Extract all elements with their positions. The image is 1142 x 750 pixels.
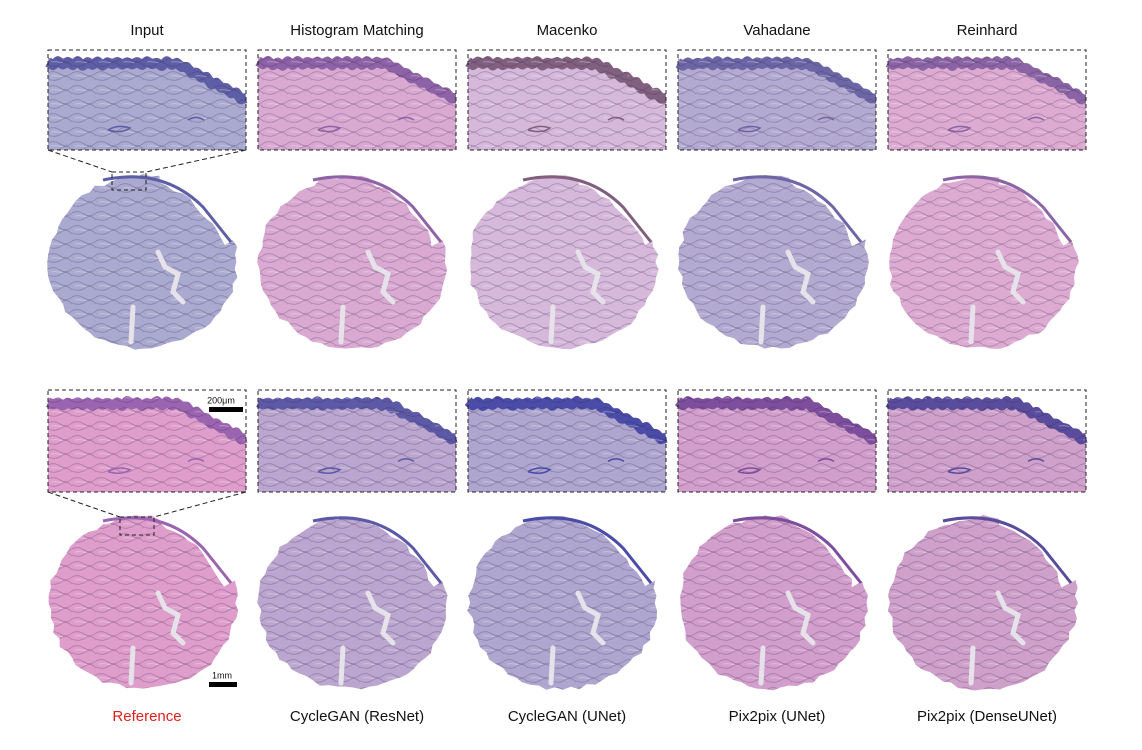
tissue-gap xyxy=(548,249,606,345)
inset-texture xyxy=(468,56,666,150)
inset-vessel xyxy=(317,458,415,474)
tissue-texture xyxy=(889,175,1079,349)
tissue-gap xyxy=(548,590,606,686)
inset-frame xyxy=(467,49,667,151)
tissue-gap xyxy=(758,249,816,345)
inset-texture xyxy=(888,56,1086,150)
tissue-texture xyxy=(680,515,868,691)
tissue-gap xyxy=(128,590,186,686)
inset-frame xyxy=(47,49,247,151)
tissue-gap xyxy=(968,590,1026,686)
inset-vessel xyxy=(737,116,835,133)
tissue-texture xyxy=(48,515,239,689)
panels: Input Histogram Matching Macenko Vahadane Re… xyxy=(45,22,1088,725)
inset-texture xyxy=(888,396,1086,492)
zoom-line xyxy=(145,149,247,173)
tissue-gap xyxy=(338,590,396,686)
inset-vessel xyxy=(527,458,625,474)
tissue-edge xyxy=(102,516,233,584)
inset-frame xyxy=(47,389,247,493)
inset-texture xyxy=(468,396,666,492)
tissue-edge xyxy=(732,516,863,584)
inset-vessel xyxy=(107,116,205,133)
inset-texture xyxy=(258,56,456,150)
scale-bar xyxy=(209,682,237,687)
panel-label: Pix2pix (UNet) xyxy=(729,708,826,725)
panel-label: Reference xyxy=(112,708,181,725)
tissue-gap xyxy=(758,590,816,686)
inset-frame xyxy=(257,389,457,493)
scale-bar xyxy=(209,407,243,412)
tissue-gap xyxy=(338,249,396,345)
tissue-edge xyxy=(942,516,1073,584)
tissue-edge xyxy=(312,516,443,584)
tissue-texture xyxy=(257,175,448,349)
inset-vessel xyxy=(947,458,1045,474)
scale-label: 1mm xyxy=(212,670,232,680)
zoom-line xyxy=(47,149,113,173)
tissue-gap xyxy=(128,249,186,345)
panel-label: Pix2pix (DenseUNet) xyxy=(917,708,1057,725)
scale-label: 200μm xyxy=(207,395,235,405)
panel-label: Input xyxy=(130,22,164,39)
inset-texture xyxy=(48,56,246,150)
tissue-edge xyxy=(522,516,653,584)
tissue-edge xyxy=(942,175,1073,243)
panel-label: Macenko xyxy=(537,22,598,39)
zoom-line xyxy=(153,491,247,518)
inset-frame xyxy=(257,49,457,151)
tissue-texture xyxy=(257,516,448,690)
panel-label: Vahadane xyxy=(743,22,810,39)
inset-texture xyxy=(678,56,876,150)
zoom-box xyxy=(111,171,147,191)
panel-label: CycleGAN (UNet) xyxy=(508,708,626,725)
inset-frame xyxy=(677,49,877,151)
inset-texture xyxy=(48,396,246,492)
inset-vessel xyxy=(947,116,1045,133)
tissue-texture xyxy=(470,175,659,350)
tissue-texture xyxy=(47,173,238,350)
inset-vessel xyxy=(107,458,205,474)
tissue-texture xyxy=(467,516,657,690)
inset-texture xyxy=(258,396,456,492)
tissue-edge xyxy=(522,175,653,243)
tissue-gap xyxy=(968,249,1026,345)
inset-frame xyxy=(677,389,877,493)
tissue-edge xyxy=(312,175,443,243)
inset-frame xyxy=(887,389,1087,493)
panel-label: Reinhard xyxy=(957,22,1018,39)
inset-vessel xyxy=(737,458,835,474)
panel-label: CycleGAN (ResNet) xyxy=(290,708,424,725)
inset-vessel xyxy=(527,116,625,133)
tissue-texture xyxy=(678,175,869,349)
tissue-edge xyxy=(102,175,233,243)
inset-vessel xyxy=(317,116,415,133)
inset-frame xyxy=(887,49,1087,151)
panel-label: Histogram Matching xyxy=(290,22,423,39)
inset-frame xyxy=(467,389,667,493)
inset-texture xyxy=(678,396,876,492)
tissue-texture xyxy=(887,514,1078,691)
zoom-box xyxy=(119,516,155,536)
tissue-edge xyxy=(732,175,863,243)
zoom-line xyxy=(47,491,121,518)
